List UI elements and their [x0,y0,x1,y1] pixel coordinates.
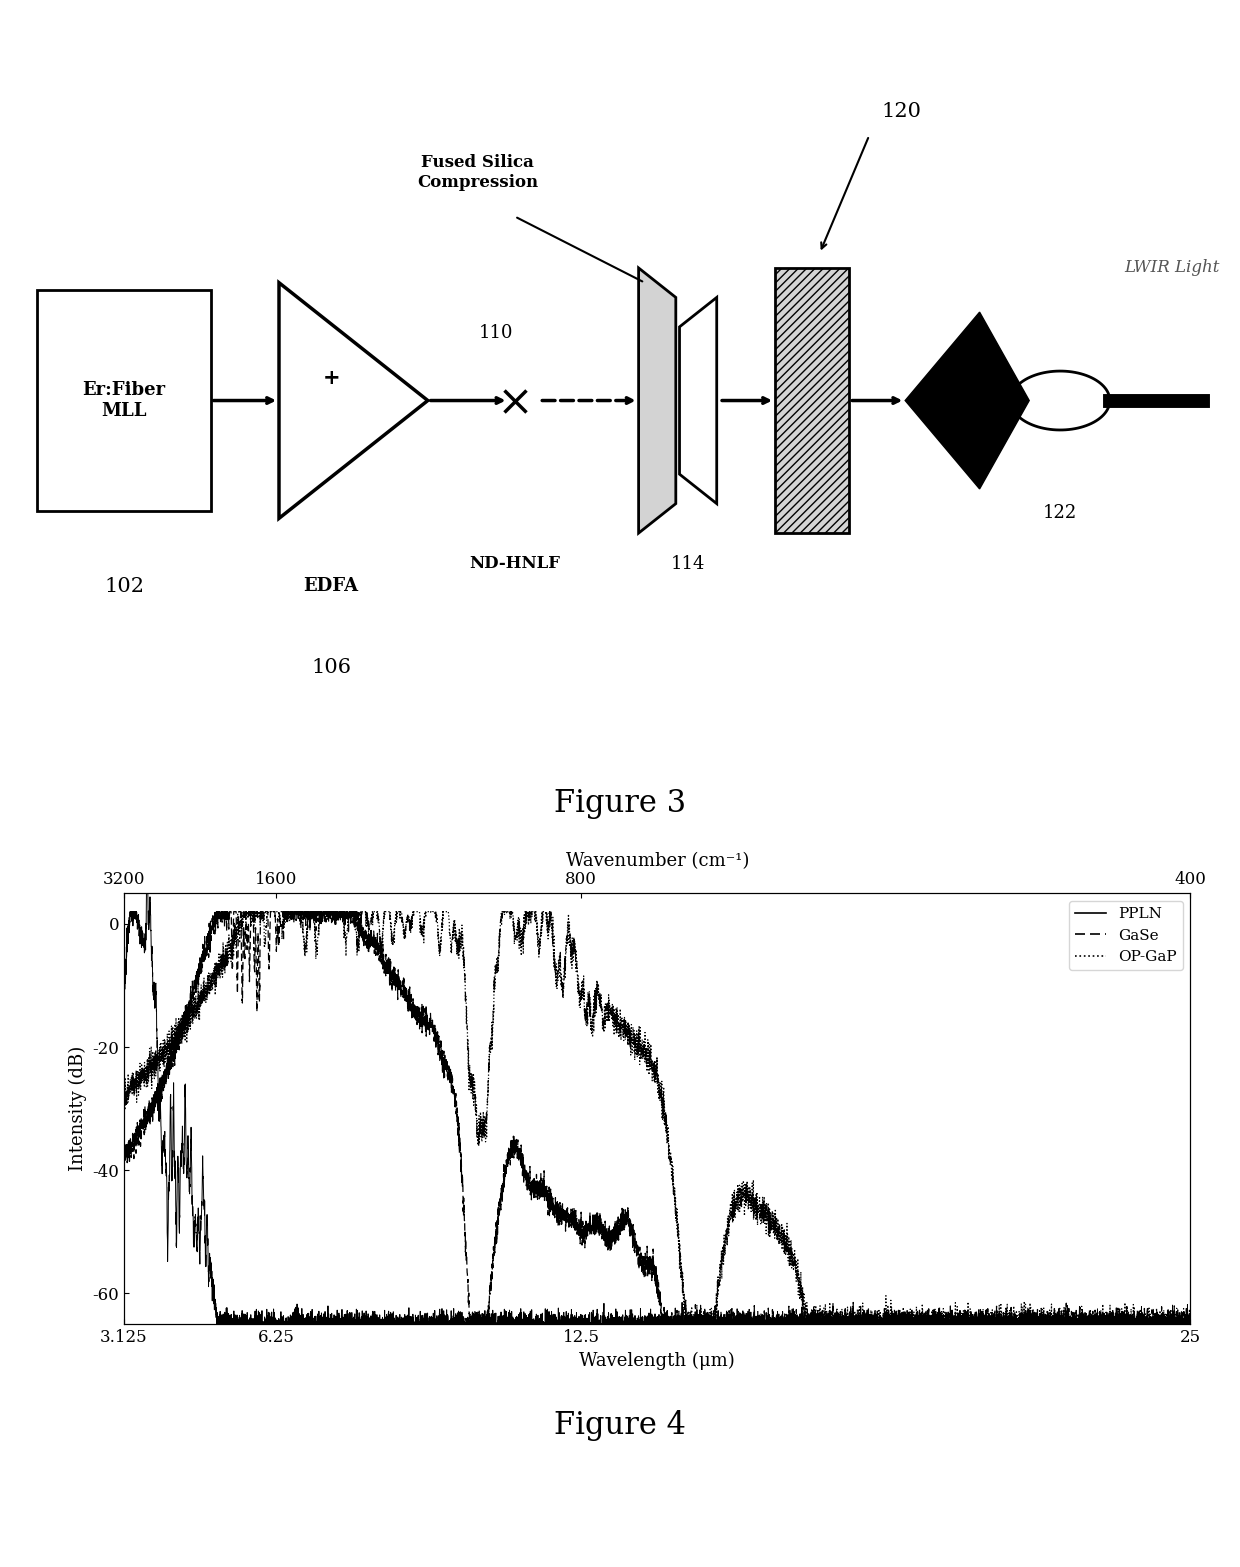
Legend: PPLN, GaSe, OP-GaP: PPLN, GaSe, OP-GaP [1069,901,1183,970]
OP-GaP [748,1196,763,1214]
Bar [37,290,211,511]
OP-GaP [502,904,517,923]
Text: Fused Silica
Compression: Fused Silica Compression [417,154,538,191]
GaSe [908,1315,923,1334]
Text: 106: 106 [311,658,351,677]
OP-GaP [117,1084,131,1103]
Text: 120: 120 [882,102,921,121]
Polygon shape [639,268,676,533]
Text: ND-HNLF: ND-HNLF [469,555,560,572]
GaSe [117,1153,131,1172]
Text: LWIR Light: LWIR Light [1125,260,1219,276]
PPLN [210,1315,224,1334]
X-axis label: Wavenumber (cm⁻¹): Wavenumber (cm⁻¹) [565,852,749,870]
Line: OP-GaP: OP-GaP [124,912,1190,1324]
Text: Er:Fiber
MLL: Er:Fiber MLL [82,381,166,420]
Polygon shape [680,298,717,503]
PPLN [117,1000,131,1019]
GaSe [1183,1315,1198,1334]
OP-GaP [170,1030,185,1048]
X-axis label: Wavelength (μm): Wavelength (μm) [579,1351,735,1370]
PPLN [170,1156,185,1175]
Text: 110: 110 [479,324,513,342]
PPLN [965,1308,980,1327]
OP-GaP [677,1315,692,1334]
Y-axis label: Intensity (dB): Intensity (dB) [68,1047,87,1171]
Text: 102: 102 [104,577,144,597]
GaSe [748,1315,763,1334]
Text: +: + [322,368,340,389]
PPLN [748,1315,763,1334]
GaSe [170,1037,185,1056]
GaSe [965,1315,980,1334]
PPLN [1183,1312,1198,1330]
PPLN [139,843,154,862]
Bar [775,268,849,533]
GaSe [463,1315,477,1334]
OP-GaP [233,903,248,921]
PPLN [908,1315,923,1334]
Polygon shape [905,312,1029,489]
OP-GaP [1183,1315,1198,1334]
Text: 114: 114 [671,555,706,574]
Text: Figure 4: Figure 4 [554,1410,686,1442]
OP-GaP [908,1310,923,1329]
GaSe [208,903,223,921]
Text: EDFA: EDFA [304,577,358,595]
Line: GaSe: GaSe [124,912,1190,1324]
PPLN [503,1315,518,1334]
GaSe [503,1155,518,1174]
Text: 122: 122 [1043,503,1078,522]
OP-GaP [965,1315,980,1334]
GaSe [795,1315,810,1334]
OP-GaP [795,1280,810,1299]
PPLN [795,1297,810,1316]
Text: Figure 3: Figure 3 [554,788,686,818]
Line: PPLN: PPLN [124,852,1190,1324]
